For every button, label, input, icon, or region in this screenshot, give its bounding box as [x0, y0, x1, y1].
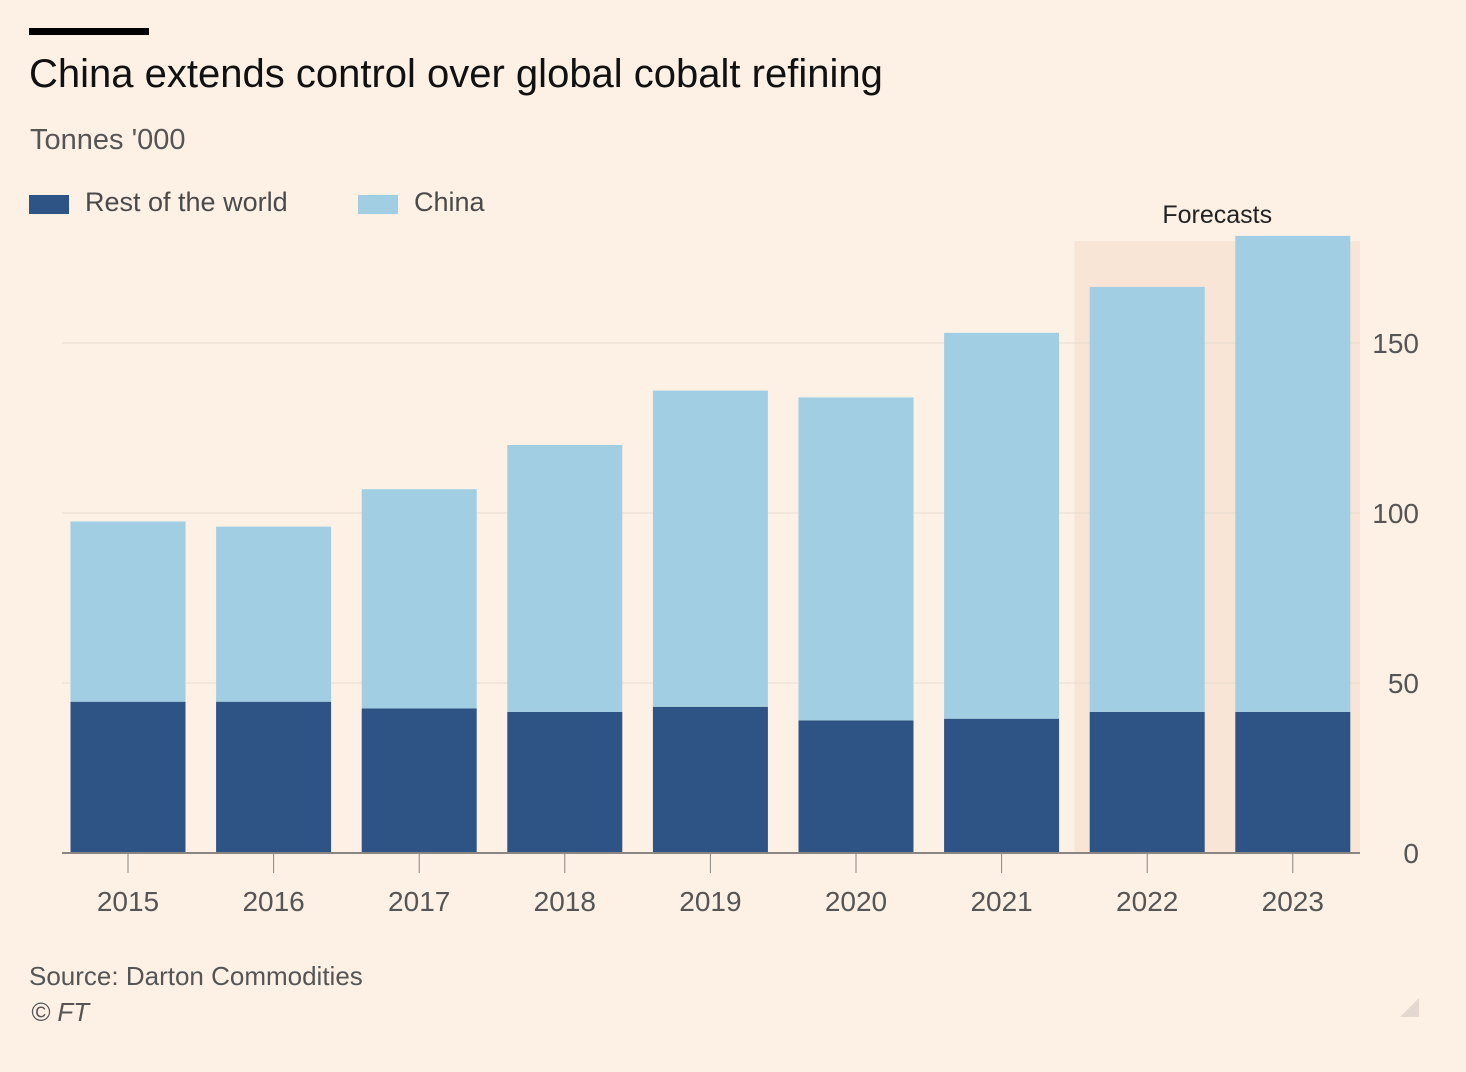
source-note: Source: Darton Commodities	[29, 961, 363, 991]
bar-rest-of-world-2016	[216, 701, 332, 853]
x-tick-label-2023: 2023	[1262, 886, 1324, 917]
x-tick-label-2015: 2015	[97, 886, 159, 917]
x-tick-label-2016: 2016	[242, 886, 304, 917]
legend-label-china: China	[414, 187, 485, 217]
top-rule	[29, 28, 149, 35]
bar-china-2022	[1089, 286, 1205, 712]
legend-swatch-china	[358, 195, 398, 214]
resize-corner-icon	[1400, 998, 1419, 1017]
bar-china-2017	[361, 489, 477, 709]
legend-label-rest-of-world: Rest of the world	[85, 187, 288, 217]
y-tick-label-50: 50	[1388, 668, 1419, 699]
copyright-note: © FT	[31, 997, 90, 1027]
x-tick-label-2019: 2019	[679, 886, 741, 917]
chart-subtitle: Tonnes '000	[30, 124, 186, 156]
bar-china-2018	[507, 445, 623, 712]
chart-title: China extends control over global cobalt…	[29, 52, 883, 96]
bar-china-2021	[944, 332, 1060, 719]
x-tick-label-2021: 2021	[970, 886, 1032, 917]
bar-china-2016	[216, 526, 332, 702]
chart-plot: Forecasts 0 50 100 150 2015 2016 2017 2018 2019 20…	[62, 201, 1419, 917]
bar-rest-of-world-2020	[798, 720, 914, 853]
y-tick-label-150: 150	[1372, 328, 1419, 359]
bar-china-2020	[798, 397, 914, 721]
bar-rest-of-world-2017	[361, 708, 477, 853]
x-tick-label-2017: 2017	[388, 886, 450, 917]
bar-rest-of-world-2015	[70, 701, 186, 853]
y-tick-label-0: 0	[1403, 838, 1419, 869]
x-tick-label-2018: 2018	[534, 886, 596, 917]
y-tick-label-100: 100	[1372, 498, 1419, 529]
bar-china-2019	[652, 390, 768, 707]
forecast-label: Forecasts	[1162, 201, 1272, 229]
bar-rest-of-world-2019	[652, 706, 768, 853]
bar-rest-of-world-2021	[944, 718, 1060, 853]
bar-rest-of-world-2023	[1235, 711, 1351, 853]
bar-rest-of-world-2022	[1089, 711, 1205, 853]
x-tick-label-2020: 2020	[825, 886, 887, 917]
x-tick-label-2022: 2022	[1116, 886, 1178, 917]
bar-china-2015	[70, 521, 186, 702]
bar-rest-of-world-2018	[507, 711, 623, 853]
legend-swatch-rest-of-world	[29, 195, 69, 214]
bar-china-2023	[1235, 235, 1351, 712]
